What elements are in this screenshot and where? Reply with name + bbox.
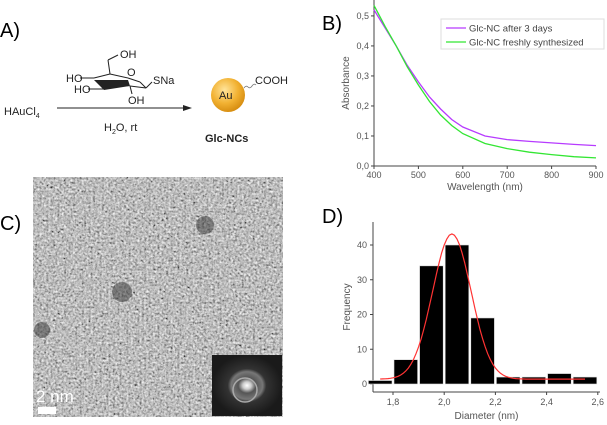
y-tick-label: 0,0 xyxy=(356,161,369,171)
histogram-bar xyxy=(419,265,444,385)
y-tick-label: 20 xyxy=(357,310,367,320)
x-tick-label: 600 xyxy=(455,170,470,180)
ho-2: HO xyxy=(74,84,91,96)
panel-a-scheme: A) HAuCl4 H2O, rt OH HO HO O SNa OH Au C… xyxy=(0,20,288,145)
au-label: Au xyxy=(219,90,232,102)
x-tick-label: 500 xyxy=(411,170,426,180)
y-tick-label: 0,1 xyxy=(356,131,369,141)
x-tick-label: 1,8 xyxy=(387,397,400,407)
gaussian-fit-curve xyxy=(380,233,585,380)
tem-image-panel: C) 2 nm xyxy=(0,177,283,417)
scale-bar-label: 2 nm xyxy=(36,387,74,406)
arrow-head xyxy=(183,105,192,111)
x-tick-label: 2,4 xyxy=(540,397,553,407)
nanocluster-dark-spot xyxy=(112,282,132,302)
nanocluster-dark-spot xyxy=(196,216,214,234)
y-tick-label: 0,2 xyxy=(356,101,369,111)
oh-top: OH xyxy=(120,49,137,61)
y-tick-label: 0,3 xyxy=(356,71,369,81)
histogram-bar xyxy=(393,359,418,385)
x-tick-label: 900 xyxy=(588,170,603,180)
ho-1: HO xyxy=(66,73,83,85)
histogram-bar xyxy=(572,376,598,385)
x-tick-label: 800 xyxy=(544,170,559,180)
x-tick-label: 2,6 xyxy=(592,397,605,407)
wavy-bond xyxy=(243,83,257,89)
y-tick-label: 0,4 xyxy=(356,41,369,51)
y-tick-label: 10 xyxy=(357,344,367,354)
y-tick-label: 40 xyxy=(357,240,367,250)
scale-bar xyxy=(38,407,56,414)
gold-nanocluster xyxy=(211,78,245,112)
histogram-bar xyxy=(470,317,495,385)
sna-group: SNa xyxy=(153,75,175,87)
legend-label: Glc-NC after 3 days xyxy=(469,24,553,35)
legend-label: Glc-NC freshly synthesized xyxy=(469,38,584,49)
x-axis-label: Wavelength (nm) xyxy=(447,182,523,193)
panel-label-c: C) xyxy=(0,213,21,235)
y-axis-label: Frequency xyxy=(342,283,353,330)
panel-label-d: D) xyxy=(322,206,343,228)
y-tick-label: 0 xyxy=(362,379,367,389)
histogram-bar xyxy=(444,244,470,385)
x-tick-label: 2,0 xyxy=(438,397,451,407)
histogram-bar xyxy=(521,376,546,385)
y-tick-label: 30 xyxy=(357,275,367,285)
x-tick-label: 700 xyxy=(500,170,515,180)
histogram-bar xyxy=(368,380,393,385)
glucose-thiolate-structure xyxy=(80,54,153,95)
ring-oxygen: O xyxy=(127,67,136,79)
fft-ring xyxy=(232,377,258,403)
y-tick-label: 0,5 xyxy=(356,11,369,21)
product-name: Glc-NCs xyxy=(205,133,248,145)
reactant-haucl4: HAuCl4 xyxy=(4,106,40,120)
nanocluster-dark-spot xyxy=(34,322,50,338)
legend-box xyxy=(440,18,605,50)
x-tick-label: 2,2 xyxy=(489,397,502,407)
series-line-2 xyxy=(373,5,597,159)
absorbance-chart: B) 400 500 600 700 800 900 0,0 0,1 0,2 0,3 0,4 0,5 W… xyxy=(322,0,605,193)
conditions: H2O, rt xyxy=(104,122,137,136)
y-axis-label: Absorbance xyxy=(341,56,352,110)
cooh-group: COOH xyxy=(255,75,288,87)
panel-label-a: A) xyxy=(0,20,20,42)
x-axis-label: Diameter (nm) xyxy=(455,411,519,422)
panel-label-b: B) xyxy=(322,13,342,35)
x-tick-label: 400 xyxy=(366,170,381,180)
size-histogram: D) 1,8 2,0 2,2 2,4 2,6 0 10 20 30 40 Diameter (nm)… xyxy=(322,206,604,422)
oh-bottom: OH xyxy=(128,95,145,107)
fft-inset xyxy=(212,355,282,416)
